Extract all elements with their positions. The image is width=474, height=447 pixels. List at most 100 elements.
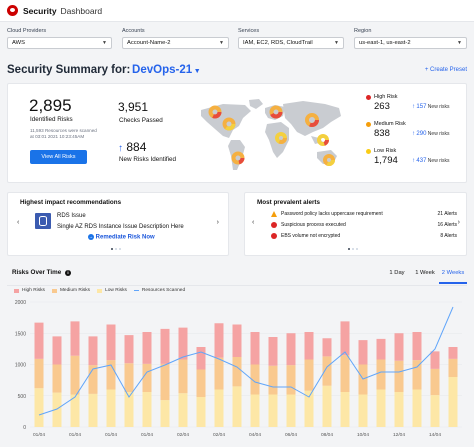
delta-value: 290 [416, 131, 427, 137]
rds-icon [35, 213, 51, 229]
bar-segment [358, 394, 368, 427]
high-risk-stat[interactable]: High Risk 263 ↑ 157 New risks [366, 94, 449, 112]
tab-1-day[interactable]: 1 Day [389, 270, 405, 276]
legend-label: Low Risks [105, 288, 127, 293]
bar-segment [52, 392, 62, 427]
bar-segment [376, 338, 386, 360]
brand-name: Security [23, 5, 57, 16]
y-tick-label: 0 [23, 425, 26, 431]
carousel-dot[interactable] [352, 248, 354, 250]
greenland [249, 99, 263, 109]
bar-segment [196, 347, 206, 370]
x-tick-label: 02/04 [177, 432, 189, 438]
x-tick-label: 06/04 [285, 432, 297, 438]
remediate-risk-link[interactable]: → Remediate Risk Now [88, 234, 155, 241]
legend-label: High Risks [22, 288, 45, 293]
select-value: us-east-1, us-east-2 [359, 40, 411, 46]
legend-item[interactable]: High Risks [14, 288, 45, 293]
risk-value: 838 [374, 128, 390, 139]
project-selector[interactable]: DevOps-21 [132, 64, 193, 76]
legend-label: Medium Risks [59, 288, 91, 293]
risk-marker [305, 113, 319, 127]
bar-segment [52, 364, 62, 393]
carousel-dot[interactable] [115, 248, 117, 250]
world-map [201, 99, 341, 170]
alert-count: 8 Alerts [440, 233, 457, 239]
legend-label: Resources Scanned [141, 288, 186, 293]
legend-swatch [97, 288, 103, 293]
services-select[interactable]: IAM, EC2, RDS, CloudTrail ▼ [238, 37, 344, 49]
checks-passed-value: 3,951 [118, 100, 149, 114]
create-preset-link[interactable]: + Create Preset [424, 67, 467, 73]
filter-label: Services [238, 28, 260, 34]
bar-segment [124, 335, 134, 364]
bar-segment [34, 358, 44, 389]
info-icon[interactable]: i [65, 270, 71, 276]
cloud-provider-select[interactable]: AWS ▼ [7, 37, 112, 49]
filter-bar: Cloud Providers AWS ▼ Accounts Account-Na… [7, 28, 467, 54]
bar-segment [412, 360, 422, 390]
filter-label: Accounts [122, 28, 145, 34]
bar-segment [448, 358, 458, 377]
bar-segment [268, 394, 278, 427]
low-risk-stat[interactable]: Low Risk 1,794 ↑ 437 New risks [366, 148, 449, 166]
caret-down-icon[interactable]: ▼ [193, 68, 201, 75]
bar-segment [214, 357, 224, 390]
bar-segment [106, 360, 116, 390]
bar-segment [340, 321, 350, 356]
bar-segment [304, 359, 314, 391]
risk-delta: ↑ 437 New risks [412, 158, 449, 164]
bar-segment [160, 363, 170, 401]
bar-segment [286, 365, 296, 395]
bar-segment [286, 394, 296, 427]
risk-marker [269, 105, 283, 119]
alerts-title: Most prevalent alerts [257, 199, 320, 206]
bar-segment [196, 397, 206, 427]
low-risk-dot-icon [366, 148, 371, 154]
bar-segment [142, 392, 152, 427]
bar-segment [160, 400, 170, 427]
legend-item[interactable]: Medium Risks [51, 288, 91, 293]
chevron-right-icon[interactable]: › [457, 219, 460, 226]
chevron-right-icon[interactable]: › [216, 219, 219, 226]
tab-2-weeks[interactable]: 2 Weeks [439, 267, 467, 284]
carousel-dot[interactable] [348, 248, 350, 250]
select-value: IAM, EC2, RDS, CloudTrail [243, 40, 313, 46]
bar-segment [268, 337, 278, 366]
bar-segment [34, 388, 44, 427]
remediate-label: Remediate Risk Now [95, 234, 155, 241]
carousel-dot[interactable] [119, 248, 121, 250]
carousel-dot[interactable] [356, 248, 358, 250]
y-tick-label: 1500 [15, 331, 26, 337]
chevron-left-icon[interactable]: ‹ [17, 219, 20, 226]
medium-risk-stat[interactable]: Medium Risk 838 ↑ 290 New risks [366, 121, 449, 139]
bar-segment [160, 328, 170, 364]
bar-segment [448, 347, 458, 359]
bar-segment [124, 363, 134, 392]
arrow-up-icon: ↑ [412, 131, 415, 137]
bar-segment [178, 359, 188, 394]
accounts-select[interactable]: Account-Name-2 ▼ [122, 37, 229, 49]
bar-segment [376, 389, 386, 427]
time-range-tabs: 1 Day 1 Week 2 Weeks [383, 267, 467, 284]
tab-1-week[interactable]: 1 Week [415, 270, 435, 276]
chevron-left-icon[interactable]: ‹ [252, 219, 255, 226]
carousel-dots [111, 248, 121, 250]
arrow-up-icon: ↑ [412, 104, 415, 110]
section-name: Dashboard [60, 5, 103, 16]
y-tick-label: 500 [18, 394, 27, 400]
region-select[interactable]: us-east-1, us-east-2 ▼ [354, 37, 467, 49]
legend-item[interactable]: Low Risks [97, 288, 127, 293]
bar-segment [232, 324, 242, 357]
risks-over-time-header: Risks Over Time i 1 Day 1 Week 2 Weeks [7, 267, 467, 287]
filter-label: Region [354, 28, 372, 34]
legend-item[interactable]: Resources Scanned [133, 288, 186, 293]
view-all-risks-button[interactable]: View All Risks [30, 150, 87, 164]
filter-accounts: Accounts Account-Name-2 ▼ [122, 28, 229, 49]
bar-segment [70, 355, 80, 395]
risk-marker [231, 151, 245, 165]
carousel-dot[interactable] [111, 248, 113, 250]
recommendation-desc: Single AZ RDS Instance Issue Description… [57, 224, 184, 230]
bar-segment [178, 393, 188, 427]
bar-segment [430, 351, 440, 369]
